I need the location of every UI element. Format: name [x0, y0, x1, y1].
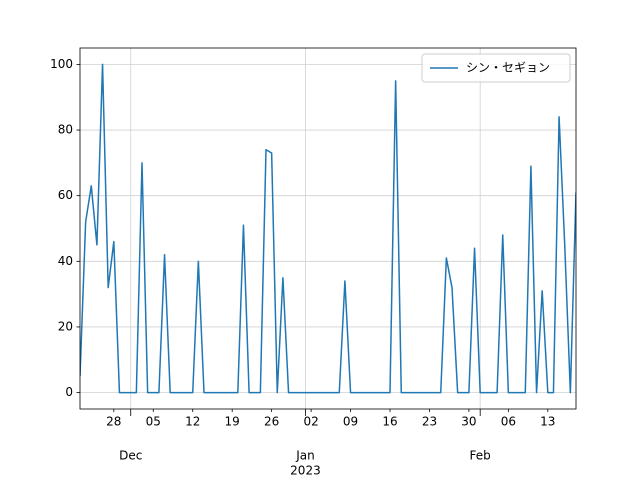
y-tick-label: 100: [50, 57, 73, 71]
x-tick-label: 06: [501, 415, 516, 429]
x-major-label: Dec: [119, 449, 142, 463]
x-tick-label: 13: [540, 415, 555, 429]
x-tick-label: 09: [343, 415, 358, 429]
x-major-sublabel: 2023: [290, 464, 321, 478]
x-tick-label: 16: [382, 415, 397, 429]
x-major-label: Jan: [295, 449, 315, 463]
line-series: [80, 63, 576, 394]
x-tick-label: 02: [303, 415, 318, 429]
y-tick-label: 80: [58, 123, 73, 137]
x-tick-label: 28: [106, 415, 121, 429]
y-tick-label: 40: [58, 254, 73, 268]
x-tick-label: 05: [146, 415, 161, 429]
legend-box: [421, 53, 571, 83]
x-tick-label: 19: [225, 415, 240, 429]
y-tick-label: 20: [58, 319, 73, 333]
plot-frame: [79, 47, 577, 410]
x-tick-label: 12: [185, 415, 200, 429]
x-tick-label: 23: [422, 415, 437, 429]
legend-label: シン・セギョン: [466, 61, 550, 75]
y-tick-label: 0: [65, 385, 73, 399]
x-tick-label: 30: [461, 415, 476, 429]
y-tick-label: 60: [58, 188, 73, 202]
x-tick-label: 26: [264, 415, 279, 429]
x-major-label: Feb: [470, 449, 491, 463]
